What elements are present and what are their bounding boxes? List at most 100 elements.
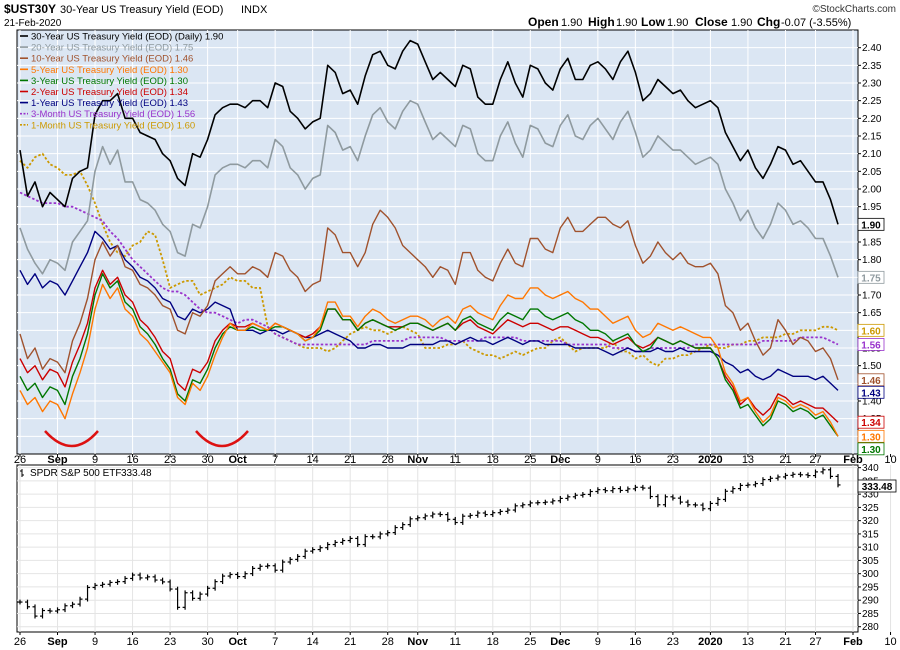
x-tick-label: 14 bbox=[307, 636, 319, 648]
sep-bottom-arc bbox=[44, 430, 99, 448]
last-value-badge bbox=[857, 323, 885, 337]
x-tick-label: Feb bbox=[843, 454, 863, 466]
spy-panel bbox=[16, 464, 859, 633]
last-value-label: 1.90 bbox=[861, 220, 881, 231]
ohlc-bar-icon bbox=[20, 469, 24, 477]
spy-x-axis: 26 Sep 9 16 23 30 Oct 7 14 21 28 Nov 11 18 25 Dec 9 16 23 2… bbox=[14, 632, 897, 648]
x-tick-label: 16 bbox=[629, 454, 641, 466]
x-tick-label: 10 bbox=[884, 454, 896, 466]
x-tick-label: Dec bbox=[550, 636, 570, 648]
x-tick-label: 16 bbox=[126, 454, 138, 466]
legend-entry: 30-Year US Treasury Yield (EOD) (Daily) … bbox=[31, 32, 223, 43]
legend-entry: 10-Year US Treasury Yield (EOD) 1.46 bbox=[31, 54, 193, 65]
y-tick-label: 340 bbox=[862, 463, 879, 474]
x-tick-label: 9 bbox=[92, 454, 98, 466]
chg-label: Chg bbox=[757, 15, 780, 29]
spy-last-value: 333.48 bbox=[862, 482, 893, 493]
x-tick-label: Oct bbox=[228, 454, 247, 466]
x-tick-label: Feb bbox=[843, 636, 863, 648]
x-tick-label: 27 bbox=[809, 636, 821, 648]
x-tick-label: Oct bbox=[228, 636, 247, 648]
last-value-badge bbox=[857, 442, 885, 456]
low-value: 1.90 bbox=[667, 17, 688, 29]
last-value-label: 1.43 bbox=[861, 388, 881, 399]
x-tick-label: 7 bbox=[272, 636, 278, 648]
x-tick-label: 25 bbox=[524, 636, 536, 648]
legend-entry: 2-Year US Treasury Yield (EOD) 1.34 bbox=[31, 87, 188, 98]
spy-ohlc-bars bbox=[17, 467, 841, 619]
y-tick-label: 1.40 bbox=[862, 397, 882, 408]
y-tick-label: 290 bbox=[862, 596, 879, 607]
last-value-badge bbox=[857, 429, 885, 443]
y-tick-label: 295 bbox=[862, 582, 879, 593]
last-value-label: 1.75 bbox=[861, 273, 881, 284]
x-tick-label: 10 bbox=[884, 636, 896, 648]
oct-bottom-arc bbox=[195, 430, 249, 448]
y-tick-label: 2.10 bbox=[862, 149, 882, 160]
x-tick-label: 2020 bbox=[698, 454, 722, 466]
legend-entry: 3-Month US Treasury Yield (EOD) 1.56 bbox=[31, 109, 195, 120]
low-label: Low bbox=[641, 15, 666, 29]
close-label: Close bbox=[695, 15, 728, 29]
spy-symbol: SPDR S&P 500 ETF bbox=[30, 468, 122, 479]
series-line bbox=[19, 39, 839, 225]
y-tick-label: 1.85 bbox=[862, 238, 882, 249]
last-value-badge bbox=[857, 217, 885, 231]
last-value-badge bbox=[857, 338, 885, 351]
x-tick-label: 9 bbox=[595, 454, 601, 466]
x-tick-label: Dec bbox=[550, 454, 570, 466]
x-tick-label: Nov bbox=[407, 636, 429, 648]
yield-last-value-badges: 1.90 1.75 1.60 1.56 1.461.43 1.34 1.30 1.30 bbox=[857, 217, 885, 456]
chart-title: 30-Year US Treasury Yield (EOD) bbox=[60, 4, 223, 16]
series-line bbox=[19, 152, 839, 367]
open-value: 1.90 bbox=[561, 17, 582, 29]
y-tick-label: 285 bbox=[862, 609, 879, 620]
y-tick-label: 2.30 bbox=[862, 79, 882, 90]
y-tick-label: 2.25 bbox=[862, 96, 882, 107]
last-value-badge bbox=[857, 270, 885, 284]
x-tick-label: 7 bbox=[272, 454, 278, 466]
symbol-label: $UST30Y bbox=[4, 2, 56, 16]
series-line bbox=[19, 273, 839, 437]
y-tick-label: 1.70 bbox=[862, 291, 882, 302]
last-value-badge bbox=[857, 373, 885, 387]
spy-legend-value: 333.48 bbox=[121, 468, 152, 479]
ohlc-readout: Open 1.90 High 1.90 Low 1.90 Close 1.90 … bbox=[528, 15, 851, 29]
x-tick-label: 23 bbox=[667, 454, 679, 466]
yield-vertical-gridlines bbox=[19, 30, 892, 454]
x-tick-label: 21 bbox=[779, 636, 791, 648]
legend-entry: 1-Month US Treasury Yield (EOD) 1.60 bbox=[31, 120, 195, 131]
y-tick-label: 330 bbox=[862, 490, 879, 501]
watermark: ©StockCharts.com bbox=[812, 4, 896, 15]
yield-legend: 30-Year US Treasury Yield (EOD) (Daily) … bbox=[20, 32, 223, 131]
y-tick-label: 280 bbox=[862, 622, 879, 633]
x-tick-label: 21 bbox=[344, 454, 356, 466]
x-tick-label: 9 bbox=[595, 636, 601, 648]
x-tick-label: 16 bbox=[126, 636, 138, 648]
spy-gridlines bbox=[17, 467, 858, 628]
x-tick-label: 13 bbox=[742, 636, 754, 648]
bottom-arcs bbox=[44, 430, 249, 448]
x-tick-label: 16 bbox=[629, 636, 641, 648]
x-tick-label: 11 bbox=[450, 454, 461, 466]
legend-entry: 1-Year US Treasury Yield (EOD) 1.43 bbox=[31, 98, 188, 109]
x-tick-label: 27 bbox=[809, 454, 821, 466]
y-tick-label: 2.00 bbox=[862, 185, 882, 196]
last-value-label: 1.30 bbox=[861, 432, 881, 443]
y-tick-label: 1.95 bbox=[862, 202, 882, 213]
close-value: 1.90 bbox=[731, 17, 752, 29]
legend-entry: 5-Year US Treasury Yield (EOD) 1.30 bbox=[31, 65, 188, 76]
x-tick-label: 28 bbox=[382, 636, 394, 648]
x-tick-label: 18 bbox=[487, 636, 499, 648]
series-line bbox=[19, 283, 839, 437]
y-tick-label: 320 bbox=[862, 516, 879, 527]
series-line bbox=[19, 191, 839, 353]
series-line bbox=[19, 99, 839, 278]
y-tick-label: 315 bbox=[862, 529, 879, 540]
high-value: 1.90 bbox=[616, 17, 637, 29]
y-tick-label: 1.80 bbox=[862, 255, 882, 266]
x-tick-label: 21 bbox=[779, 454, 791, 466]
x-tick-label: Nov bbox=[407, 454, 429, 466]
yield-series-group bbox=[19, 39, 839, 437]
